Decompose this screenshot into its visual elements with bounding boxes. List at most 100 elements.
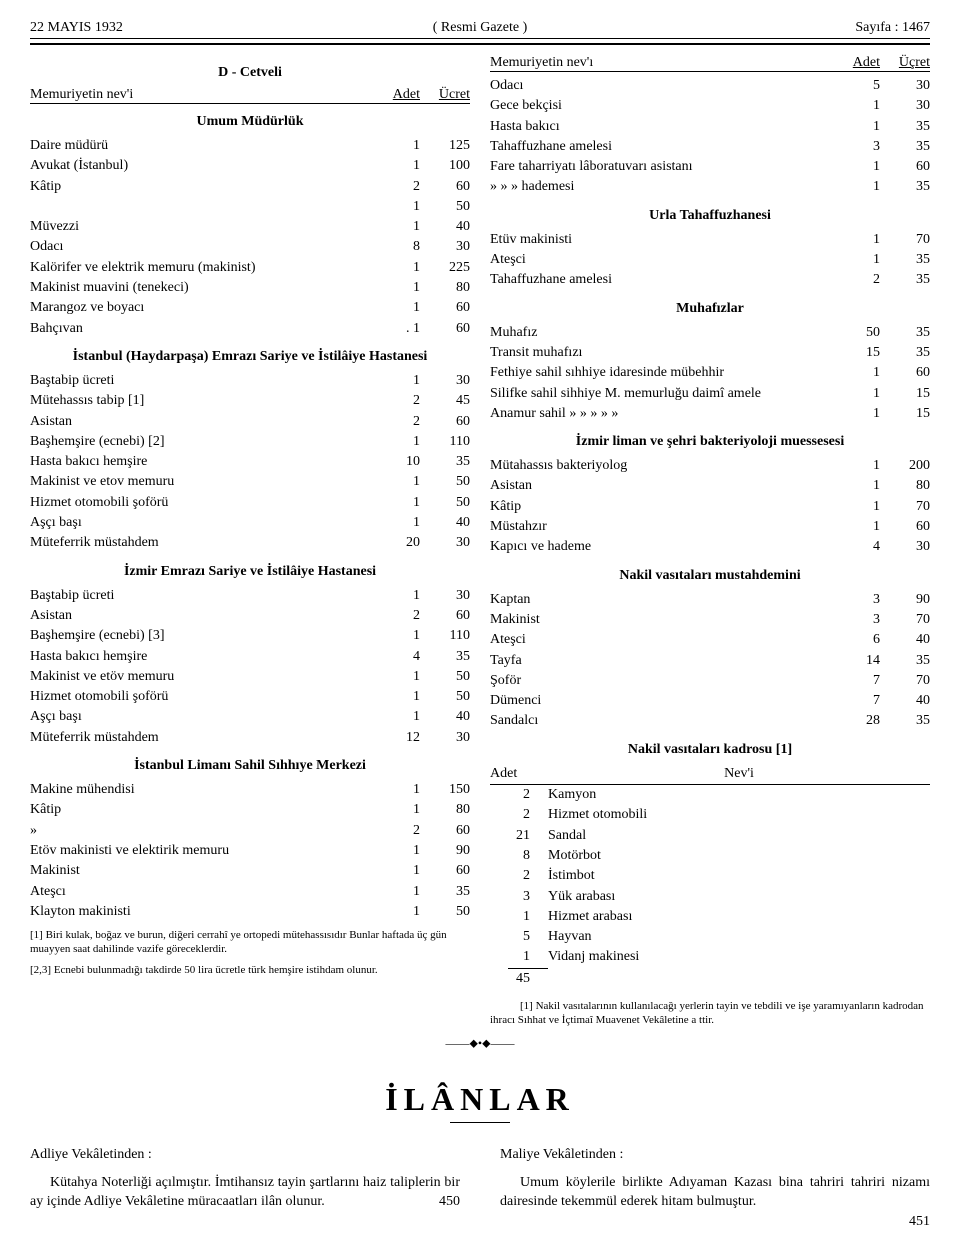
row-adet: 2 xyxy=(490,866,548,886)
table-row: Hasta bakıcı hemşire1035 xyxy=(30,452,470,472)
row-adet: 1 xyxy=(370,217,420,237)
col-header-adet: Adet xyxy=(830,55,880,71)
row-adet: 1 xyxy=(830,117,880,137)
row-label: Ateşci xyxy=(490,630,830,650)
table-row: Müteferrik müstahdem2030 xyxy=(30,533,470,553)
main-columns: D - Cetveli Memuriyetin nev'i Adet Ücret… xyxy=(30,55,930,1028)
row-label: Hasta bakıcı hemşire xyxy=(30,647,370,667)
announcements: Adliye Vekâletinden : Kütahya Noterliği … xyxy=(30,1147,930,1230)
row-ucret: 60 xyxy=(420,177,470,197)
row-ucret: 15 xyxy=(880,384,930,404)
table-row: 21Sandal xyxy=(490,826,930,846)
table-row: Hasta bakıcı135 xyxy=(490,117,930,137)
row-ucret: 110 xyxy=(420,432,470,452)
header-publication: ( Resmi Gazete ) xyxy=(433,20,527,36)
col-header-label: Memuriyetin nev'i xyxy=(30,87,370,103)
row-ucret: 70 xyxy=(880,497,930,517)
row-ucret: 50 xyxy=(420,197,470,217)
row-label: Etüv makinisti xyxy=(490,230,830,250)
row-label: Asistan xyxy=(30,412,370,432)
row-label: Fethiye sahil sıhhiye idaresinde mübehhi… xyxy=(490,363,830,383)
row-adet: 2 xyxy=(370,177,420,197)
table-row: 2İstimbot xyxy=(490,866,930,886)
row-adet: 3 xyxy=(830,137,880,157)
row-label: Müteferrik müstahdem xyxy=(30,728,370,748)
row-ucret: 15 xyxy=(880,404,930,424)
row-label: Aşçı başı xyxy=(30,513,370,533)
row-ucret: 50 xyxy=(420,472,470,492)
table-row: Muhafız5035 xyxy=(490,323,930,343)
row-ucret: 35 xyxy=(880,177,930,197)
row-adet: 2 xyxy=(370,606,420,626)
table-row: Klayton makinisti150 xyxy=(30,902,470,922)
row-label: Başhemşire (ecnebi) [3] xyxy=(30,626,370,646)
table-row: Bahçıvan. 160 xyxy=(30,319,470,339)
row-label: Kâtip xyxy=(30,800,370,820)
row-adet: 3 xyxy=(830,610,880,630)
row-adet: 1 xyxy=(830,363,880,383)
table-row: Kâtip180 xyxy=(30,800,470,820)
row-adet: 4 xyxy=(370,647,420,667)
row-adet: 28 xyxy=(830,711,880,731)
table-row: Müstahzır160 xyxy=(490,517,930,537)
left-col-headers: Memuriyetin nev'i Adet Ücret xyxy=(30,87,470,104)
table-row: 8Motörbot xyxy=(490,846,930,866)
row-label: Makinist xyxy=(490,610,830,630)
row-label: Bahçıvan xyxy=(30,319,370,339)
row-ucret: 35 xyxy=(880,137,930,157)
row-ucret: 60 xyxy=(420,319,470,339)
row-adet: 20 xyxy=(370,533,420,553)
row-ucret: 30 xyxy=(420,533,470,553)
row-label: Daire müdürü xyxy=(30,136,370,156)
table-row: 1Vidanj makinesi xyxy=(490,947,930,967)
table-row: Mütahassıs bakteriyolog1200 xyxy=(490,456,930,476)
table-row: Baştabip ücreti130 xyxy=(30,371,470,391)
row-label: Makinist muavini (tenekeci) xyxy=(30,278,370,298)
row-label: Müteferrik müstahdem xyxy=(30,533,370,553)
table-row: Makinist muavini (tenekeci)180 xyxy=(30,278,470,298)
table-row: Daire müdürü1125 xyxy=(30,136,470,156)
row-ucret: 30 xyxy=(420,586,470,606)
section-rows: Baştabip ücreti130Mütehassıs tabip [1]24… xyxy=(30,371,470,554)
row-ucret: 35 xyxy=(420,452,470,472)
row-adet: 12 xyxy=(370,728,420,748)
row-adet: 1 xyxy=(830,456,880,476)
row-label: Başhemşire (ecnebi) [2] xyxy=(30,432,370,452)
row-adet: 5 xyxy=(490,927,548,947)
row-ucret: 60 xyxy=(420,412,470,432)
table-row: 2Kamyon xyxy=(490,785,930,805)
row-adet: 1 xyxy=(830,230,880,250)
row-adet: . 1 xyxy=(370,319,420,339)
row-adet: 2 xyxy=(490,805,548,825)
row-ucret: 60 xyxy=(880,157,930,177)
row-label: Ateşci xyxy=(490,250,830,270)
row-label: Yük arabası xyxy=(548,887,930,907)
row-ucret: 80 xyxy=(420,800,470,820)
row-adet: 2 xyxy=(370,412,420,432)
table-row: Hasta bakıcı hemşire435 xyxy=(30,647,470,667)
row-label: Hayvan xyxy=(548,927,930,947)
table-row: Baştabip ücreti130 xyxy=(30,586,470,606)
table-row: Müvezzi140 xyxy=(30,217,470,237)
table-row: Aşçı başı140 xyxy=(30,707,470,727)
table-row: Mütehassıs tabip [1]245 xyxy=(30,391,470,411)
row-adet: 1 xyxy=(370,432,420,452)
row-adet: 1 xyxy=(370,513,420,533)
row-label: Anamur sahil » » » » » xyxy=(490,404,830,424)
row-label: Transit muhafızı xyxy=(490,343,830,363)
row-ucret: 30 xyxy=(880,96,930,116)
table-row: Tayfa1435 xyxy=(490,651,930,671)
table-row: Fare taharriyatı lâboratuvarı asistanı16… xyxy=(490,157,930,177)
row-ucret: 40 xyxy=(420,513,470,533)
row-adet: 1 xyxy=(370,136,420,156)
table-row: Odacı830 xyxy=(30,237,470,257)
row-adet: 2 xyxy=(370,821,420,841)
row-ucret: 110 xyxy=(420,626,470,646)
row-label: Asistan xyxy=(30,606,370,626)
table-row: »260 xyxy=(30,821,470,841)
section-rows: Etüv makinisti170Ateşci135Tahaffuzhane a… xyxy=(490,230,930,291)
right-column: Memuriyetin nev'ı Adet Üçret Odacı530Gec… xyxy=(490,55,930,1028)
row-label: Gece bekçisi xyxy=(490,96,830,116)
row-label: Tayfa xyxy=(490,651,830,671)
row-ucret: 60 xyxy=(420,861,470,881)
